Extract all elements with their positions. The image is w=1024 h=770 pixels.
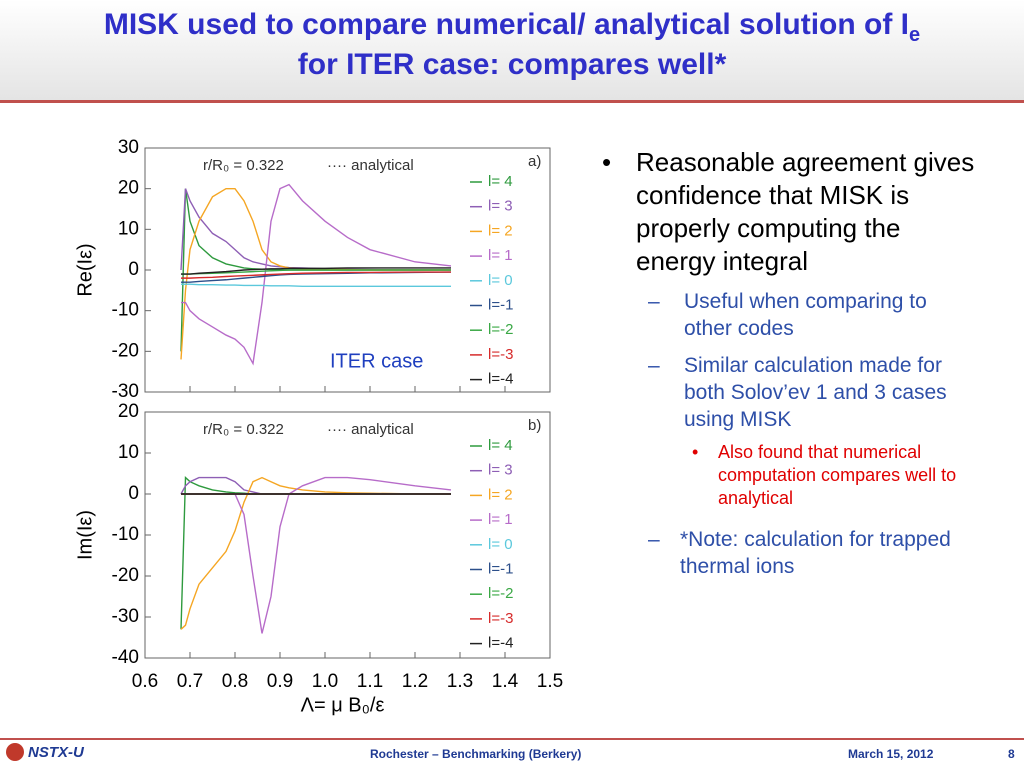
y-tick-label: 20 (118, 178, 139, 199)
x-tick-label: 1.0 (312, 671, 338, 692)
legend-label: l= 3 (488, 198, 513, 215)
series-line (181, 283, 451, 287)
panel-label: a) (528, 153, 541, 170)
series-line (181, 267, 451, 275)
legend-label: l=-1 (488, 560, 513, 577)
legend-label: l= 0 (488, 272, 513, 289)
x-tick-label: 0.6 (132, 671, 158, 692)
sub-bullet-text: Similar calculation made for both Solov’… (684, 354, 947, 431)
legend-label: l=-4 (488, 371, 513, 388)
sub-sub-bullet-text: Also found that numerical computation co… (718, 442, 957, 508)
x-axis-label: Λ= μ B₀/ε (301, 694, 385, 716)
footer-center: Rochester – Benchmarking (Berkery) (370, 747, 582, 761)
bullet: Reasonable agreement gives confidence th… (602, 146, 976, 580)
footer: NSTX-U Rochester – Benchmarking (Berkery… (0, 738, 1024, 770)
logo-icon (6, 743, 24, 761)
logo-text: NSTX-U (28, 744, 84, 761)
y-tick-label: -10 (112, 524, 139, 545)
y-tick-label: 10 (118, 442, 139, 463)
legend-label: l= 1 (488, 511, 513, 528)
sub-bullet: Similar calculation made for both Solov’… (648, 352, 976, 510)
legend-label: l=-1 (488, 296, 513, 313)
y-tick-label: 10 (118, 218, 139, 239)
legend-label: l= 4 (488, 173, 513, 190)
y-axis-label: Re(Iε) (74, 243, 96, 296)
radius-label: r/R₀ = 0.322 (203, 421, 284, 438)
analytical-label: ···· analytical (327, 157, 414, 174)
footer-date: March 15, 2012 (848, 747, 934, 761)
legend-label: l=-3 (488, 346, 513, 363)
x-tick-label: 1.2 (402, 671, 428, 692)
page-number: 8 (1008, 747, 1015, 761)
x-tick-label: 0.8 (222, 671, 248, 692)
x-tick-label: 1.1 (357, 671, 383, 692)
series-line (181, 271, 452, 283)
legend-label: l=-4 (488, 635, 513, 652)
legend-label: l= 2 (488, 222, 513, 239)
y-tick-label: 0 (128, 259, 139, 280)
y-tick-label: -20 (112, 565, 139, 586)
header: MISK used to compare numerical/ analytic… (0, 0, 1024, 103)
analytical-label: ···· analytical (327, 421, 414, 438)
x-tick-label: 0.9 (267, 671, 293, 692)
y-tick-label: 0 (128, 483, 139, 504)
title-text: MISK used to compare numerical/ analytic… (103, 8, 910, 41)
title: MISK used to compare numerical/ analytic… (0, 8, 1024, 47)
y-axis-label: Im(Iε) (74, 510, 96, 560)
y-tick-label: -40 (112, 647, 139, 668)
legend-label: l= 4 (488, 437, 513, 454)
y-tick-label: 30 (118, 137, 139, 158)
sub-bullet-text: *Note: calculation for trapped thermal i… (680, 528, 951, 578)
bullet-text: Reasonable agreement gives confidence th… (636, 147, 975, 276)
x-tick-label: 1.5 (537, 671, 563, 692)
x-tick-label: 1.3 (447, 671, 473, 692)
title-subscript: e (909, 24, 921, 46)
series-line (181, 183, 452, 366)
note: ITER case (330, 350, 423, 372)
legend-label: l=-2 (488, 585, 513, 602)
legend-label: l= 1 (488, 247, 513, 264)
title-line2: for ITER case: compares well* (297, 48, 727, 81)
y-tick-label: -30 (112, 606, 139, 627)
legend-label: l=-3 (488, 610, 513, 627)
panel-label: b) (528, 417, 541, 434)
series-line (181, 271, 451, 279)
legend-label: l= 2 (488, 486, 513, 503)
sub-bullet-text: Useful when comparing to other codes (684, 290, 927, 340)
y-tick-label: 20 (118, 401, 139, 422)
legend-label: l=-2 (488, 321, 513, 338)
radius-label: r/R₀ = 0.322 (203, 157, 284, 174)
sub-bullet: Useful when comparing to other codes (648, 288, 976, 342)
legend-label: l= 0 (488, 536, 513, 553)
y-tick-label: -30 (112, 381, 139, 402)
series-line (180, 476, 451, 630)
sub-sub-bullet: Also found that numerical computation co… (692, 441, 976, 510)
x-tick-label: 0.7 (177, 671, 203, 692)
x-tick-label: 1.4 (492, 671, 519, 692)
sub-bullet: *Note: calculation for trapped thermal i… (648, 526, 976, 580)
plot-frame (144, 411, 551, 659)
legend-label: l= 3 (488, 462, 513, 479)
y-tick-label: -20 (112, 340, 139, 361)
y-tick-label: -10 (112, 300, 139, 321)
